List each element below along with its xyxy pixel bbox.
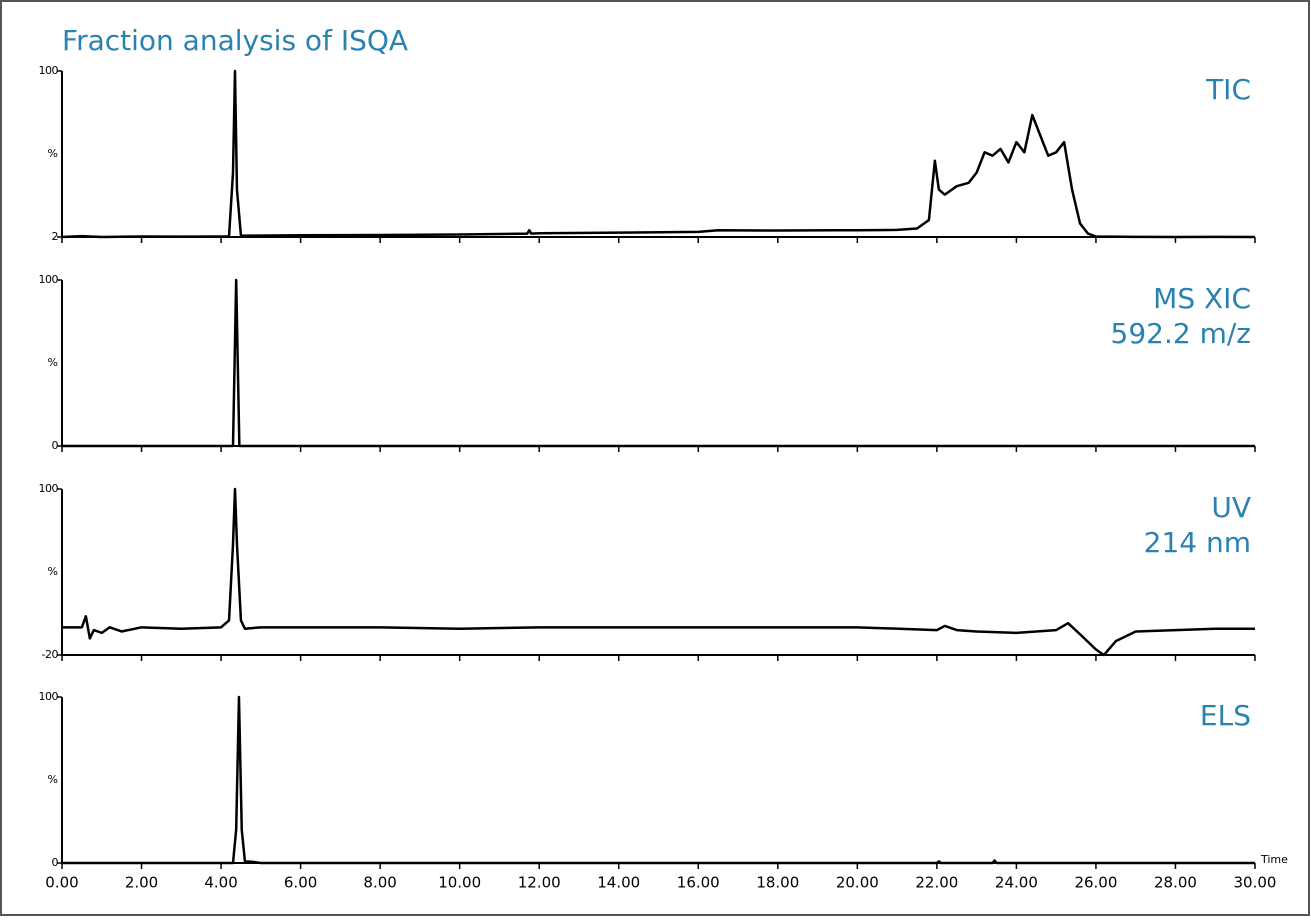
panel-title: TIC	[1205, 73, 1251, 106]
y-tick-label: 100	[39, 273, 59, 286]
trace	[62, 695, 1255, 865]
x-tick-label: 18.00	[756, 874, 799, 892]
y-tick-label: 0	[52, 856, 59, 869]
x-tick-label: 30.00	[1234, 874, 1277, 892]
y-tick-label: 2	[52, 230, 59, 243]
x-tick-label: 4.00	[204, 874, 237, 892]
panel-title: 592.2 m/z	[1111, 317, 1251, 350]
y-tick-label: 100	[39, 64, 59, 77]
panel-title: MS XIC	[1153, 282, 1251, 315]
x-tick-label: 26.00	[1074, 874, 1117, 892]
x-tick-label: 8.00	[363, 874, 396, 892]
y-tick-label: 100	[39, 482, 59, 495]
y-axis-label: %	[48, 565, 58, 578]
y-axis-label: %	[48, 773, 58, 786]
y-tick-label: 0	[52, 439, 59, 452]
trace	[61, 69, 1256, 239]
x-tick-label: 6.00	[284, 874, 317, 892]
y-axis-label: %	[48, 356, 58, 369]
x-axis-label: Time	[1260, 853, 1288, 866]
panel-title: ELS	[1200, 699, 1251, 732]
x-tick-label: 14.00	[597, 874, 640, 892]
y-axis-label: %	[48, 147, 58, 160]
panel-title: UV	[1211, 491, 1251, 524]
trace	[62, 487, 1255, 657]
x-tick-label: 2.00	[125, 874, 158, 892]
y-tick-label: 100	[39, 690, 59, 703]
x-tick-label: 10.00	[438, 874, 481, 892]
trace	[62, 278, 1255, 448]
x-tick-label: 22.00	[915, 874, 958, 892]
chart-title: Fraction analysis of ISQA	[62, 24, 408, 57]
x-tick-label: 20.00	[836, 874, 879, 892]
x-tick-label: 12.00	[518, 874, 561, 892]
x-tick-label: 28.00	[1154, 874, 1197, 892]
x-tick-label: 0.00	[45, 874, 78, 892]
panel-title: 214 nm	[1144, 526, 1251, 559]
y-tick-label: -20	[42, 648, 59, 661]
x-tick-label: 24.00	[995, 874, 1038, 892]
x-tick-label: 16.00	[677, 874, 720, 892]
